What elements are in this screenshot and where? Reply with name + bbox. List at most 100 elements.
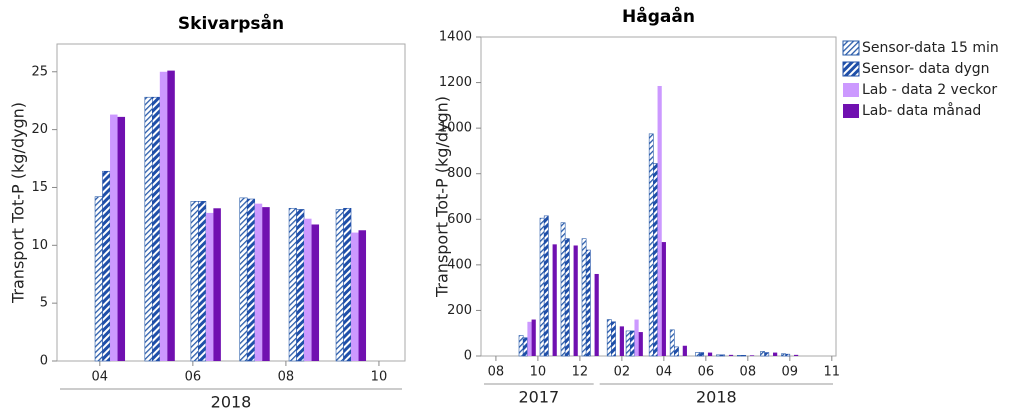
bar bbox=[573, 245, 578, 356]
bar bbox=[564, 238, 570, 357]
bar bbox=[522, 337, 528, 357]
y-tick-label: 10 bbox=[31, 238, 48, 253]
bar bbox=[728, 354, 734, 356]
bar bbox=[144, 96, 153, 362]
bar bbox=[304, 218, 312, 361]
y-tick-label: 5 bbox=[40, 296, 48, 311]
bar bbox=[296, 209, 305, 362]
legend-label: Sensor- data dygn bbox=[862, 61, 990, 77]
legend-swatch bbox=[843, 104, 859, 118]
bar bbox=[695, 352, 700, 357]
x-tick-label: 12 bbox=[572, 365, 589, 380]
bar bbox=[552, 244, 557, 356]
bar bbox=[773, 352, 778, 356]
y-tick-label: 20 bbox=[31, 122, 48, 137]
bar bbox=[239, 197, 248, 362]
x-tick-label: 08 bbox=[740, 365, 757, 380]
bar bbox=[794, 354, 799, 356]
bar bbox=[674, 346, 679, 357]
bar bbox=[351, 232, 359, 361]
y-tick-label: 600 bbox=[447, 212, 472, 227]
x-tick-label: 06 bbox=[185, 370, 202, 385]
x-tick-label: 04 bbox=[656, 365, 673, 380]
bar bbox=[760, 351, 765, 357]
bar bbox=[358, 230, 367, 361]
y-tick-label: 25 bbox=[31, 64, 48, 79]
bar bbox=[560, 222, 566, 357]
bar bbox=[205, 212, 214, 361]
plot-frame bbox=[56, 43, 406, 362]
y-tick-label: 15 bbox=[31, 180, 48, 195]
y-tick-label: 0 bbox=[464, 349, 472, 364]
y-axis-label: Transport Tot-P (kg/dygn) bbox=[433, 96, 452, 298]
bar bbox=[527, 321, 532, 356]
legend-swatch bbox=[842, 40, 860, 56]
x-tick-label: 09 bbox=[782, 365, 799, 380]
x-tick-label: 10 bbox=[530, 365, 547, 380]
bar bbox=[539, 217, 545, 357]
bar bbox=[619, 326, 624, 356]
bar bbox=[581, 238, 587, 357]
bar bbox=[764, 352, 770, 357]
bar bbox=[669, 329, 675, 357]
bar bbox=[190, 201, 199, 362]
bar bbox=[102, 170, 111, 362]
bar bbox=[737, 355, 742, 357]
y-tick-label: 1200 bbox=[439, 75, 472, 90]
bar bbox=[707, 352, 713, 356]
bar bbox=[531, 319, 536, 356]
bar bbox=[625, 330, 631, 357]
bar bbox=[167, 70, 175, 361]
x-tick-label: 10 bbox=[371, 370, 388, 385]
y-tick-label: 400 bbox=[447, 257, 472, 272]
bar bbox=[648, 133, 654, 357]
bar bbox=[781, 353, 786, 357]
bar bbox=[159, 71, 168, 362]
bar bbox=[720, 354, 726, 357]
chart-title: Hågaån bbox=[622, 5, 695, 27]
bar bbox=[198, 201, 207, 362]
bar bbox=[335, 209, 344, 362]
bar bbox=[606, 319, 612, 357]
bar bbox=[629, 330, 635, 357]
bar bbox=[634, 319, 639, 356]
bar bbox=[246, 198, 256, 362]
legend-label: Sensor-data 15 min bbox=[862, 40, 999, 56]
x-tick-label: 02 bbox=[614, 365, 631, 380]
x-tick-label: 06 bbox=[698, 365, 715, 380]
bar bbox=[117, 116, 126, 361]
y-axis-label: Transport Tot-P (kg/dygn) bbox=[9, 102, 28, 304]
bar bbox=[518, 335, 524, 357]
bar bbox=[661, 242, 666, 356]
bar bbox=[638, 332, 643, 356]
y-tick-label: 200 bbox=[447, 303, 472, 318]
legend-swatch bbox=[842, 61, 860, 77]
bar bbox=[716, 354, 721, 357]
x-group-label: 2018 bbox=[696, 388, 737, 407]
bar bbox=[311, 224, 320, 361]
bar bbox=[343, 207, 352, 362]
x-tick-label: 11 bbox=[824, 365, 841, 380]
x-group-label: 2017 bbox=[518, 388, 559, 407]
y-tick-label: 0 bbox=[40, 354, 48, 369]
y-tick-label: 1000 bbox=[439, 121, 472, 136]
bar bbox=[288, 207, 297, 362]
bar bbox=[657, 85, 662, 356]
bar bbox=[585, 249, 591, 357]
bar bbox=[262, 207, 270, 361]
x-group-label: 2018 bbox=[211, 393, 252, 412]
x-tick-label: 08 bbox=[488, 365, 505, 380]
bar bbox=[213, 208, 221, 361]
bar bbox=[611, 321, 616, 357]
bar bbox=[94, 196, 103, 362]
bar bbox=[653, 163, 658, 357]
bar bbox=[682, 345, 687, 356]
chart-title: Skivarpsån bbox=[178, 12, 284, 34]
legend-label: Lab - data 2 veckor bbox=[862, 82, 997, 98]
bar bbox=[699, 352, 705, 357]
bar bbox=[741, 355, 747, 357]
bar bbox=[152, 96, 161, 362]
x-tick-label: 04 bbox=[92, 370, 109, 385]
bar bbox=[785, 353, 791, 357]
